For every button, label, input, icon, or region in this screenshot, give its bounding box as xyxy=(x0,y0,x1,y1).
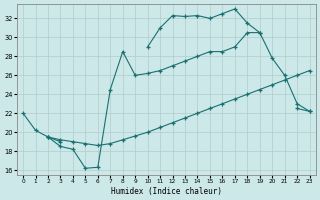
X-axis label: Humidex (Indice chaleur): Humidex (Indice chaleur) xyxy=(111,187,222,196)
